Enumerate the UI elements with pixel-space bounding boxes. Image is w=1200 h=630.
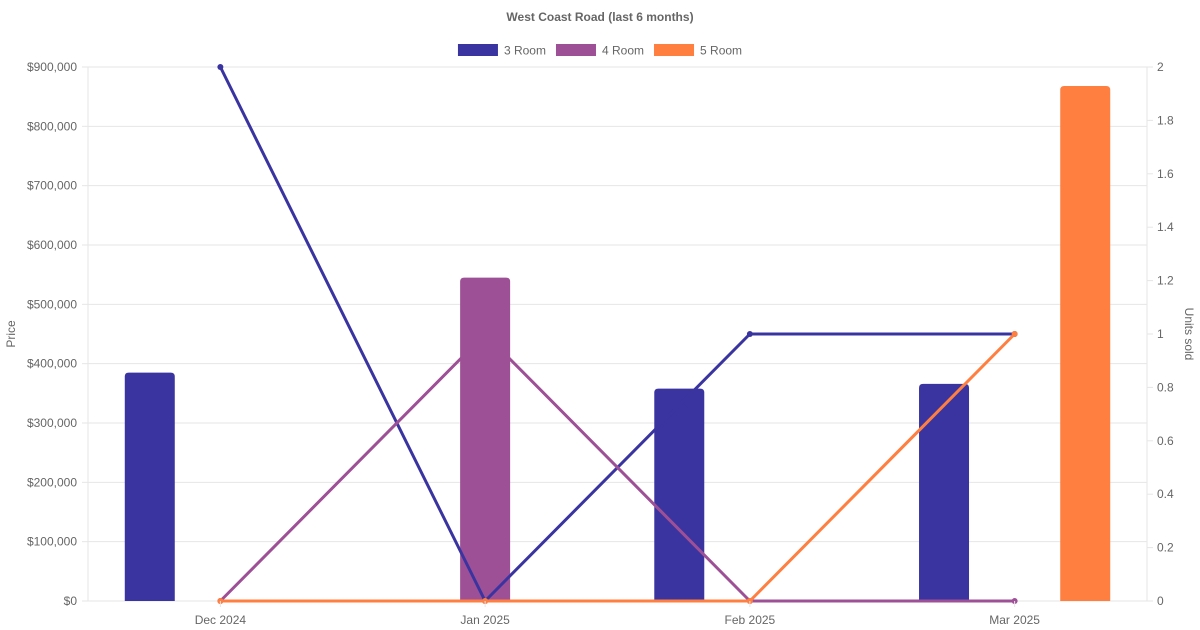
units-line (219, 332, 1015, 603)
legend-item[interactable]: 3 Room (457, 44, 546, 58)
legend-item[interactable]: 4 Room (555, 44, 644, 58)
right-tick-label: 0.4 (1157, 487, 1174, 501)
unit-lines (217, 64, 1018, 604)
units-point (1011, 331, 1018, 337)
right-tick-label: 0.2 (1157, 541, 1174, 555)
bars (124, 85, 1111, 601)
x-axis: Dec 2024 Jan 2025 Feb 2025 Mar 2025 (195, 601, 1040, 627)
left-tick-label: $800,000 (27, 119, 77, 133)
right-tick-label: 1.6 (1157, 167, 1174, 181)
legend-swatch (555, 44, 596, 56)
left-tick-label: $300,000 (27, 416, 77, 430)
units-line (219, 66, 1015, 603)
left-tick-label: $400,000 (27, 357, 77, 371)
left-tick-label: $200,000 (27, 475, 77, 489)
price-bar (1060, 85, 1111, 601)
right-tick-label: 2 (1157, 60, 1164, 74)
left-axis: $0 $100,000 $200,000 $300,000 $400,000 $500,0… (27, 60, 88, 608)
x-tick-label: Dec 2024 (195, 613, 247, 627)
right-tick-label: 0.6 (1157, 434, 1174, 448)
right-tick-label: 0.8 (1157, 380, 1174, 394)
right-tick-label: 1.8 (1157, 113, 1174, 127)
x-tick-label: Feb 2025 (725, 613, 776, 627)
left-tick-label: $700,000 (27, 179, 77, 193)
units-point (746, 331, 753, 337)
right-tick-label: 1 (1157, 327, 1164, 341)
x-tick-label: Jan 2025 (460, 613, 510, 627)
price-bar (919, 383, 970, 601)
left-tick-label: $0 (64, 594, 78, 608)
right-tick-label: 1.2 (1157, 274, 1174, 288)
legend-item[interactable]: 5 Room (654, 44, 742, 58)
x-tick-label: Mar 2025 (989, 613, 1040, 627)
right-axis-title: Units sold (1182, 308, 1196, 361)
right-axis: 0 0.2 0.4 0.6 0.8 1 1.2 1.4 1.6 1.8 2 (1147, 60, 1174, 608)
left-tick-label: $600,000 (27, 238, 77, 252)
price-bar (460, 277, 511, 601)
chart-title: West Coast Road (last 6 months) (506, 10, 693, 24)
price-bar (654, 388, 705, 601)
units-point (482, 331, 489, 337)
gridlines (87, 66, 1148, 602)
price-bar (124, 372, 175, 601)
legend-label: 4 Room (602, 44, 644, 58)
right-tick-label: 0 (1157, 594, 1164, 608)
right-tick-label: 1.4 (1157, 220, 1174, 234)
legend-label: 5 Room (700, 44, 742, 58)
units-point (217, 64, 224, 70)
units-line (220, 332, 1016, 603)
legend-swatch (457, 44, 498, 56)
legend: 3 Room 4 Room 5 Room (457, 44, 742, 58)
legend-swatch (654, 44, 695, 56)
left-axis-title: Price (4, 320, 18, 348)
left-tick-label: $900,000 (27, 60, 77, 74)
legend-label: 3 Room (504, 44, 546, 58)
left-tick-label: $100,000 (27, 535, 77, 549)
left-tick-label: $500,000 (27, 297, 77, 311)
